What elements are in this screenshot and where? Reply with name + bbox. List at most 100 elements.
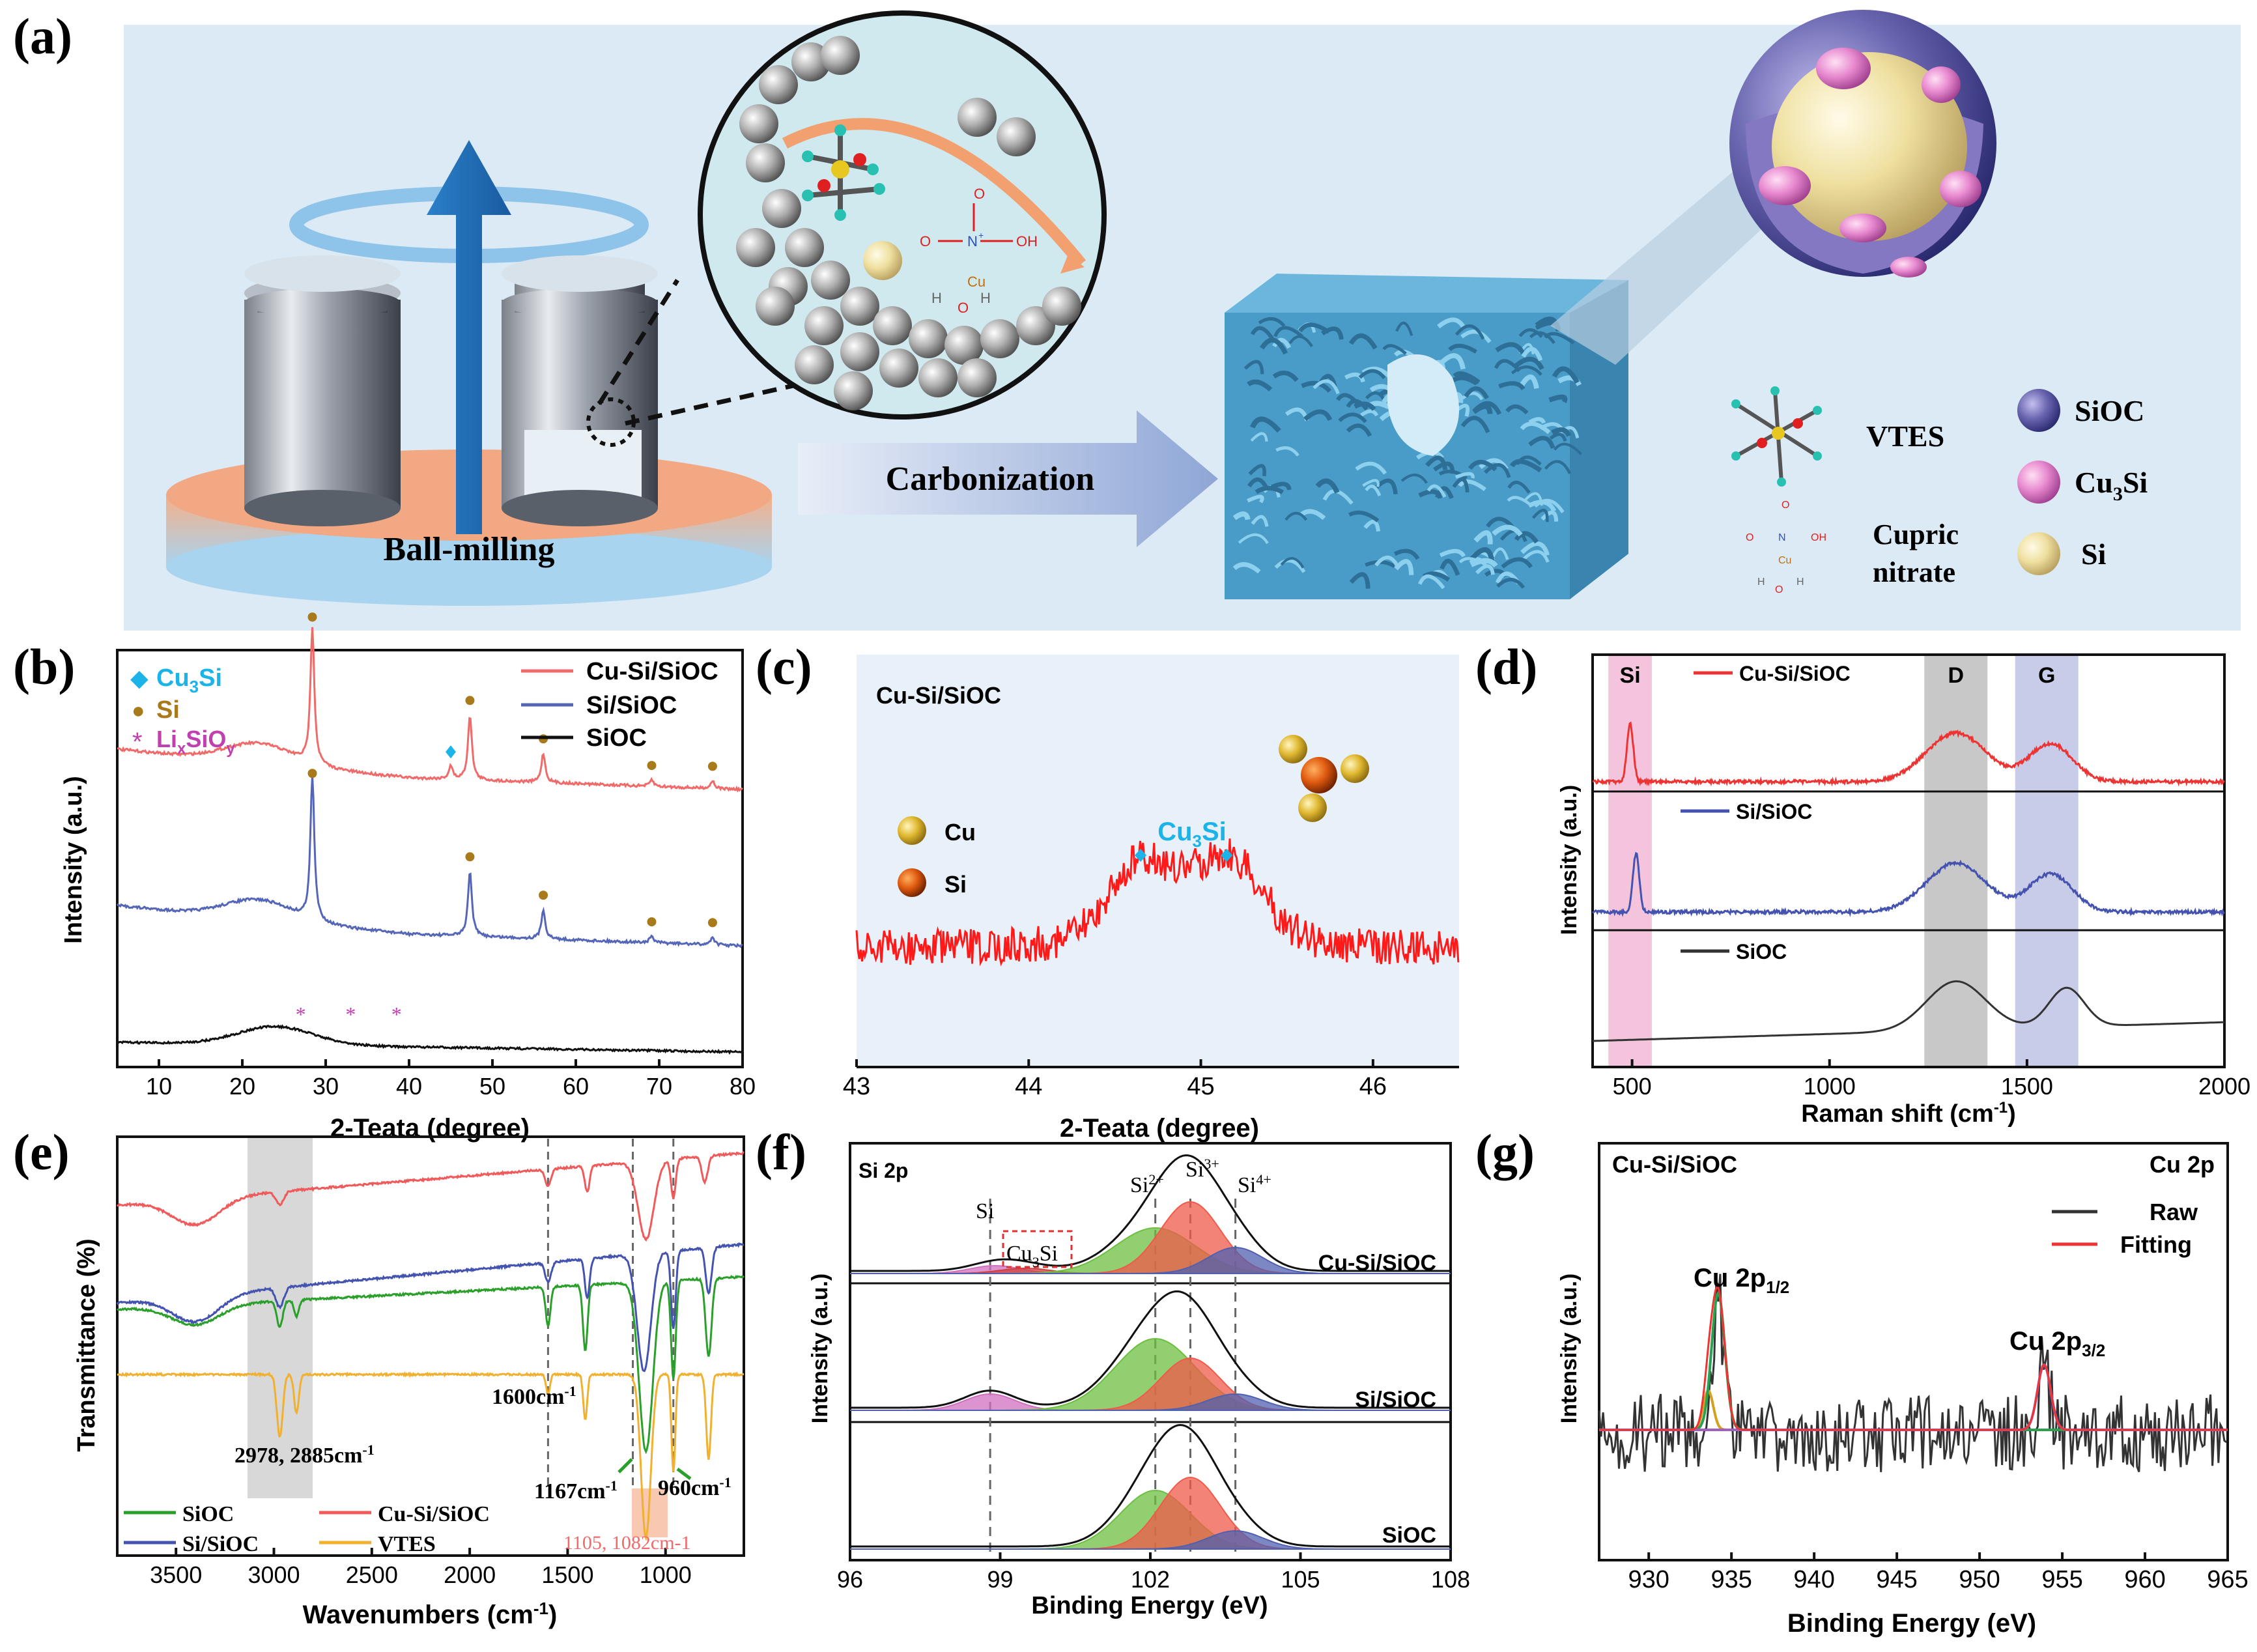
pore-flake — [1250, 416, 1281, 433]
series-label-f-cusisioc: Cu-Si/SiOC — [1318, 1251, 1436, 1275]
pore-flake — [1321, 326, 1344, 340]
pore-flake — [1285, 511, 1308, 521]
series-g — [1598, 1274, 2228, 1473]
series-line — [116, 1024, 744, 1055]
pore-flake — [1527, 500, 1557, 513]
x-ticks-e: 3500 3000 2500 2000 1500 1000 — [150, 1548, 692, 1588]
ball-milling-label: Ball-milling — [384, 531, 555, 568]
band — [1608, 655, 1652, 1067]
x-tick-label: 3000 — [248, 1561, 300, 1588]
series-line — [116, 1274, 745, 1455]
legend-cupric: Cupric — [1873, 519, 1959, 550]
pore-flake — [1475, 564, 1495, 575]
milling-jar-open — [502, 255, 658, 526]
x-tick-label: 500 — [1613, 1073, 1652, 1100]
pore-flake — [1509, 459, 1542, 473]
legend-cu3si: Cu3Si — [2075, 466, 2148, 505]
legend-nitrate: nitrate — [1873, 556, 1955, 588]
pore-flake — [1255, 485, 1284, 494]
pore-flake — [1272, 370, 1299, 382]
pore-flake — [1313, 379, 1340, 395]
legend-e-cusisioc: Cu-Si/SiOC — [378, 1502, 490, 1526]
cu3si-sphere-icon — [2017, 461, 2060, 504]
label-cu3si-f: Cu3Si — [1006, 1242, 1058, 1270]
xlabel-g: Binding Energy (eV) — [1787, 1609, 2036, 1638]
x-tick-label: 960 — [2124, 1566, 2165, 1593]
svg-text:O: O — [920, 233, 931, 249]
legend-b-sisioc: Si/SiOC — [586, 692, 677, 719]
pore-flake — [1460, 416, 1490, 434]
svg-text:O: O — [1746, 532, 1753, 543]
milling-ball — [909, 319, 948, 358]
pore-flake — [1495, 342, 1526, 354]
series-line — [117, 1371, 745, 1541]
x-tick-label: 965 — [2207, 1566, 2248, 1593]
envelope-line — [850, 1423, 1451, 1548]
legend-e-sisioc: Si/SiOC — [182, 1532, 259, 1556]
pore-flake — [1544, 460, 1572, 474]
zoom-inset: O O N + OH Cu H O H — [698, 10, 1107, 420]
pore-flake — [1453, 371, 1481, 384]
si-sphere-icon — [2017, 532, 2060, 575]
pore-flake — [1551, 427, 1572, 437]
svg-text:O: O — [974, 186, 985, 202]
x-tick-label: 940 — [1793, 1566, 1834, 1593]
pore-flake — [1548, 394, 1568, 403]
up-arrow-icon — [427, 140, 511, 534]
lixsioy-peak-marker: * — [391, 1003, 402, 1026]
panel-label-d: (d) — [1475, 638, 1537, 695]
milling-ball — [804, 306, 844, 345]
pore-flake — [1460, 330, 1492, 344]
x-ticks-d: 500 1000 1500 2000 — [1613, 1059, 2250, 1100]
series-b — [116, 627, 744, 1055]
pore-flake — [1355, 461, 1387, 475]
pore-flake — [1348, 510, 1380, 522]
pore-flake — [1260, 337, 1288, 355]
cu3si-peak-marker — [446, 745, 456, 759]
legend-markers-b: ◆ Cu3Si ● Si * LixSiOy — [130, 664, 235, 758]
pore-flake — [1427, 484, 1447, 498]
milling-ball — [840, 287, 879, 326]
svg-text:OH: OH — [1016, 233, 1038, 249]
pore-flake — [1507, 496, 1531, 506]
pore-flake — [1492, 547, 1509, 560]
x-tick-label: 44 — [1015, 1073, 1042, 1100]
si-peak-marker — [647, 917, 657, 927]
pore-flake — [1247, 477, 1268, 489]
lixsioy-peak-marker: * — [296, 1003, 306, 1026]
milling-ball — [759, 65, 798, 104]
tag-g: Cu 2p — [2150, 1151, 2215, 1178]
panel-label-a: (a) — [13, 8, 72, 64]
x-tick-label: 20 — [229, 1073, 255, 1100]
series-line — [117, 627, 743, 793]
pore-flake — [1498, 381, 1526, 391]
pore-flake — [1346, 423, 1372, 437]
pore-flake — [1349, 572, 1370, 589]
panel-label-f: (f) — [756, 1124, 806, 1180]
si-atom-icon — [898, 868, 926, 897]
pore-flake — [1243, 360, 1264, 375]
marker-label-lixsioy: LixSiOy — [156, 726, 235, 758]
pore-flake — [1250, 326, 1275, 341]
pore-flake — [1514, 531, 1539, 544]
peak-markers-b: * * * — [296, 612, 717, 1026]
pore-flake — [1251, 515, 1269, 527]
lixsioy-peak-marker: * — [345, 1003, 356, 1026]
legend-b: Cu-Si/SiOC Si/SiOC SiOC — [521, 658, 718, 752]
fitting-line — [1599, 1285, 2228, 1431]
cu3si-peak-marker — [1135, 849, 1147, 862]
svg-text:N: N — [1778, 532, 1786, 543]
milling-ball — [821, 36, 860, 75]
ylabel-d: Intensity (a.u.) — [1557, 785, 1582, 935]
reference-lines-e — [547, 1139, 675, 1485]
pore-flake — [1492, 524, 1523, 537]
ylabel-e: Transmittance (%) — [73, 1238, 100, 1451]
fitted-component — [850, 1246, 1451, 1274]
svg-text:O: O — [1775, 584, 1783, 595]
x-ticks-c: 43 44 45 46 — [843, 1059, 1387, 1100]
pore-flake — [1440, 558, 1460, 576]
series-line — [116, 775, 743, 948]
milling-ball — [834, 371, 873, 410]
pore-flake — [1394, 559, 1414, 575]
